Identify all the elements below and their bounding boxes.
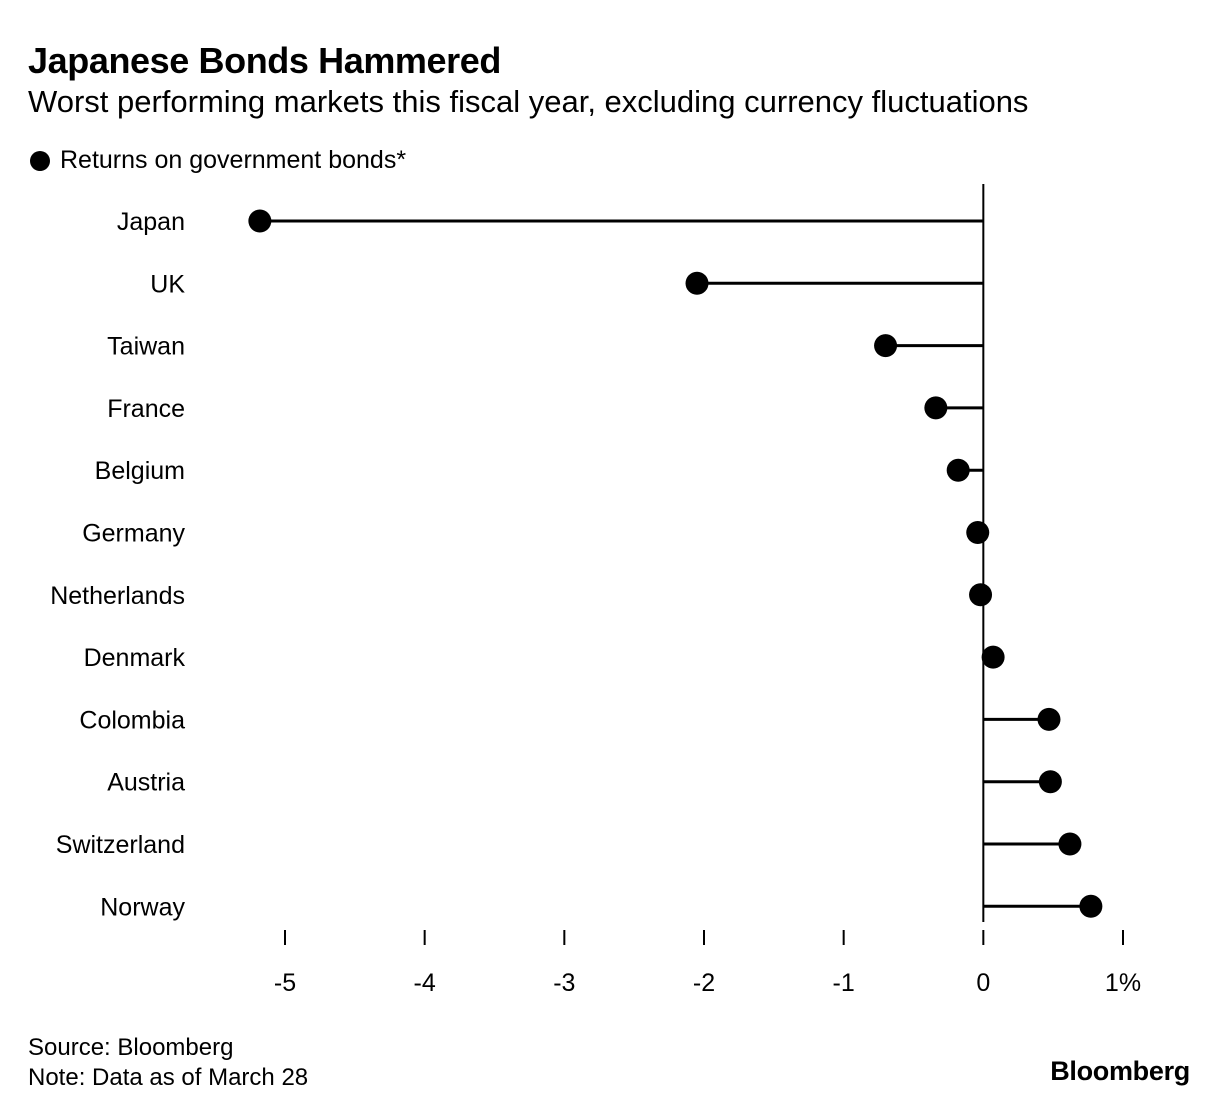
chart-subtitle: Worst performing markets this fiscal yea… <box>28 84 1029 119</box>
category-label: UK <box>150 270 185 298</box>
data-point <box>981 645 1005 669</box>
category-label: Denmark <box>84 644 186 672</box>
category-label: Netherlands <box>50 582 185 610</box>
category-label: France <box>107 395 185 423</box>
x-tick-label: -3 <box>553 969 575 997</box>
category-label: Belgium <box>95 457 185 485</box>
data-point <box>1038 770 1062 794</box>
data-point <box>874 334 898 358</box>
category-label: Switzerland <box>56 831 185 859</box>
data-point <box>966 521 990 544</box>
legend: Returns on government bonds* <box>30 146 406 175</box>
category-label: Germany <box>82 520 185 548</box>
data-point <box>924 396 948 420</box>
category-label: Austria <box>107 769 185 797</box>
data-point <box>946 458 970 482</box>
data-point <box>969 583 993 607</box>
data-point <box>685 271 709 295</box>
category-label: Colombia <box>79 706 185 734</box>
source-note: Source: Bloomberg <box>28 1034 234 1061</box>
x-tick-label: -5 <box>274 969 296 997</box>
legend-marker <box>30 150 50 171</box>
x-tick-label: 0 <box>976 969 990 997</box>
chart-title: Japanese Bonds Hammered <box>28 40 501 81</box>
category-label: Norway <box>100 893 185 921</box>
category-label: Taiwan <box>107 333 185 361</box>
bloomberg-logo: Bloomberg <box>1050 1056 1190 1086</box>
legend-label: Returns on government bonds* <box>60 146 407 174</box>
data-note: Note: Data as of March 28 <box>28 1064 309 1091</box>
x-tick-label: -2 <box>693 969 715 997</box>
data-point <box>1037 707 1061 731</box>
data-point <box>1058 832 1082 856</box>
data-point <box>248 209 272 233</box>
x-tick-label: -4 <box>414 969 436 997</box>
category-label: Japan <box>117 208 185 236</box>
x-tick-label: -1 <box>833 969 855 997</box>
data-point <box>1079 894 1103 918</box>
x-tick-label: 1% <box>1105 969 1141 997</box>
